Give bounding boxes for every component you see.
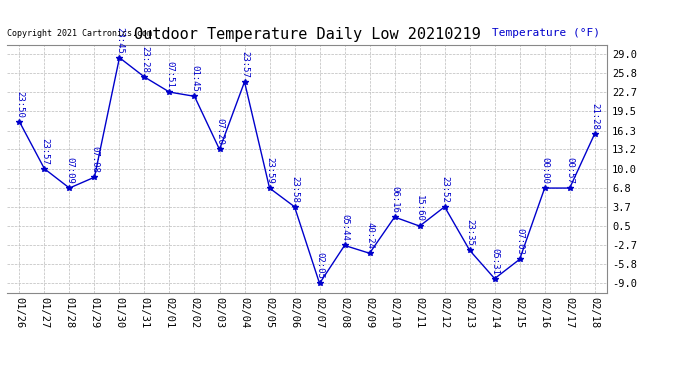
Text: Temperature (°F): Temperature (°F) [492, 27, 600, 38]
Text: 23:45: 23:45 [115, 27, 124, 54]
Text: 02:05: 02:05 [315, 252, 324, 279]
Text: 07:08: 07:08 [90, 146, 99, 173]
Text: 21:28: 21:28 [590, 103, 599, 130]
Text: 07:20: 07:20 [215, 118, 224, 145]
Text: 01:45: 01:45 [190, 65, 199, 92]
Text: 00:57: 00:57 [565, 157, 574, 184]
Text: 00:00: 00:00 [540, 157, 549, 184]
Text: 07:03: 07:03 [515, 228, 524, 255]
Text: 23:35: 23:35 [465, 219, 474, 246]
Text: 40:24: 40:24 [365, 222, 374, 249]
Text: 23:57: 23:57 [40, 138, 49, 165]
Text: Copyright 2021 Cartronics.com: Copyright 2021 Cartronics.com [7, 28, 152, 38]
Text: 06:16: 06:16 [390, 186, 399, 213]
Text: 23:59: 23:59 [265, 157, 274, 184]
Text: 05:31: 05:31 [490, 248, 499, 274]
Text: 23:52: 23:52 [440, 176, 449, 203]
Text: 07:09: 07:09 [65, 157, 74, 184]
Text: 05:44: 05:44 [340, 214, 349, 241]
Title: Outdoor Temperature Daily Low 20210219: Outdoor Temperature Daily Low 20210219 [134, 27, 480, 42]
Text: 23:28: 23:28 [140, 46, 149, 73]
Text: 23:58: 23:58 [290, 176, 299, 203]
Text: 23:50: 23:50 [15, 91, 24, 117]
Text: 23:57: 23:57 [240, 51, 249, 78]
Text: 07:51: 07:51 [165, 61, 174, 88]
Text: 15:60: 15:60 [415, 195, 424, 222]
